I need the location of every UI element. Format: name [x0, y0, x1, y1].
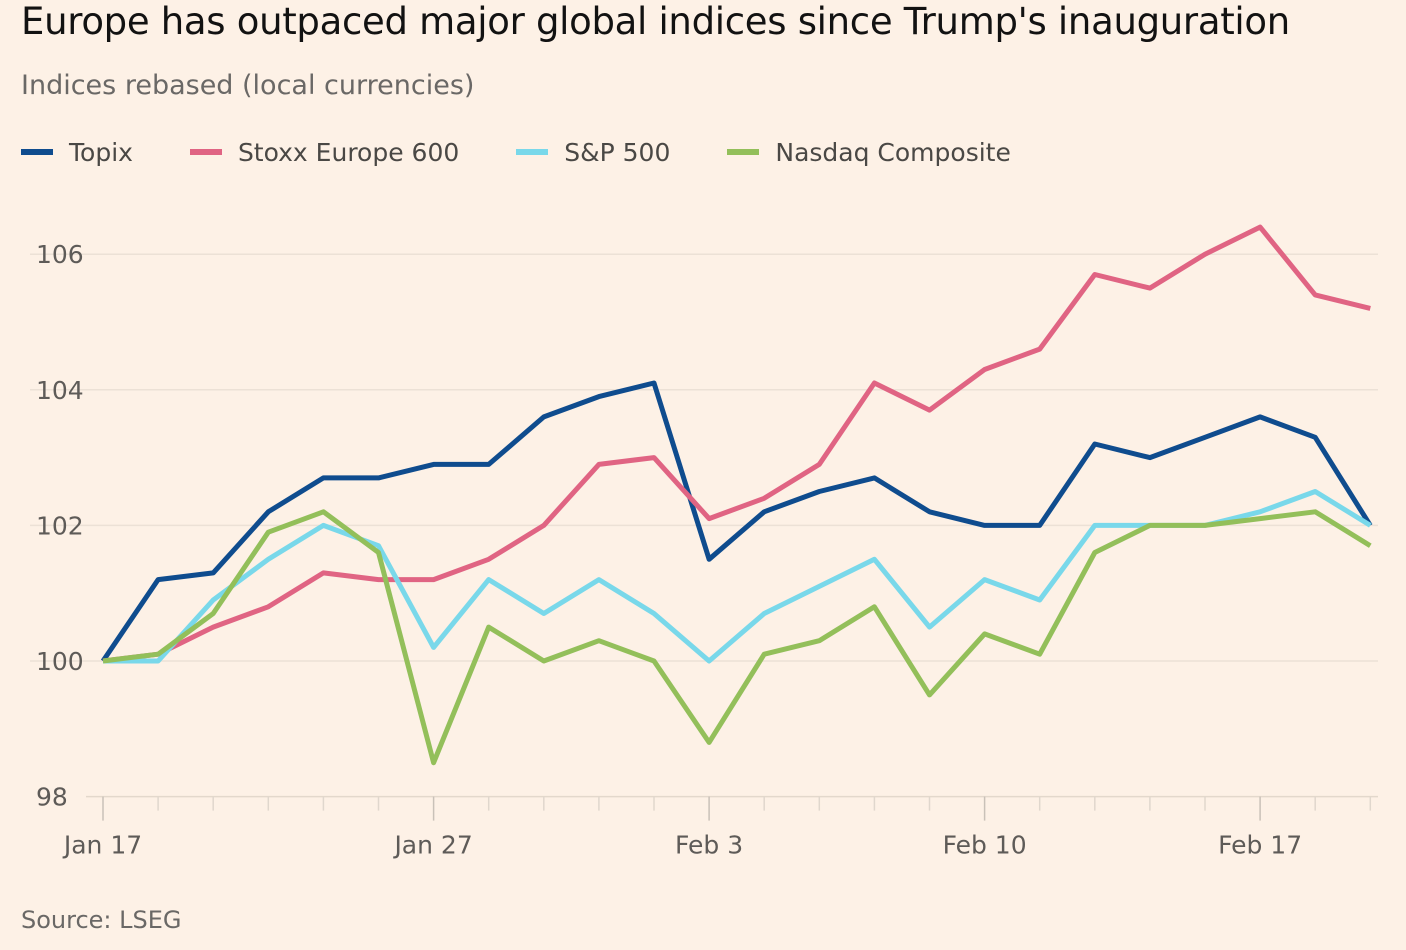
x-tick-label-feb-17: Feb 17: [1218, 831, 1302, 860]
y-tick-label-98: 98: [36, 783, 68, 812]
legend-label-topix: Topix: [69, 137, 133, 167]
series-line-stoxx-europe-600: [102, 224, 1371, 664]
legend-item-stoxx-europe-600: Stoxx Europe 600: [189, 137, 460, 167]
legend-swatch-nasdaq-composite: [727, 149, 760, 155]
legend-swatch-sp-500: [516, 149, 549, 155]
gridlines: [30, 253, 1378, 662]
tick-labels: 98 100 102 104 106 Jan 17 Jan 27 Feb 3 Feb 10 Feb…: [36, 240, 1302, 859]
series-lines: [100, 224, 1373, 766]
x-axis: [86, 795, 1378, 821]
legend-label-sp-500: S&P 500: [564, 137, 671, 167]
x-tick-label-feb-3: Feb 3: [675, 831, 743, 860]
x-tick-label-feb-10: Feb 10: [943, 831, 1027, 860]
legend-label-nasdaq-composite: Nasdaq Composite: [775, 137, 1011, 167]
chart-title: Europe has outpaced major global indices…: [21, 0, 1290, 43]
y-tick-label-104: 104: [36, 376, 84, 405]
chart-source: Source: LSEG: [21, 906, 182, 934]
line-chart: 98 100 102 104 106 Jan 17 Jan 27 Feb 3 Feb 10 Feb…: [30, 224, 1378, 860]
legend-swatch-topix: [21, 149, 53, 155]
x-tick-label-jan-17: Jan 17: [62, 831, 142, 860]
legend-item-topix: Topix: [21, 138, 133, 167]
y-tick-label-102: 102: [36, 511, 84, 540]
legend-item-nasdaq-composite: Nasdaq Composite: [727, 137, 1011, 167]
legend-swatch-stoxx-europe-600: [189, 149, 222, 155]
legend-item-sp-500: S&P 500: [516, 138, 670, 167]
series-line-sp-500: [103, 489, 1372, 664]
y-tick-label-106: 106: [36, 240, 84, 269]
y-tick-label-100: 100: [36, 647, 84, 676]
chart-subtitle: Indices rebased (local currencies): [21, 70, 475, 101]
x-tick-label-jan-27: Jan 27: [392, 831, 472, 860]
series-line-nasdaq-composite: [102, 509, 1372, 766]
legend-label-stoxx-europe-600: Stoxx Europe 600: [237, 137, 460, 167]
series-line-topix: [100, 380, 1373, 663]
chart-legend: Topix Stoxx Europe 600 S&P 500 Nasdaq Co…: [21, 136, 1068, 168]
